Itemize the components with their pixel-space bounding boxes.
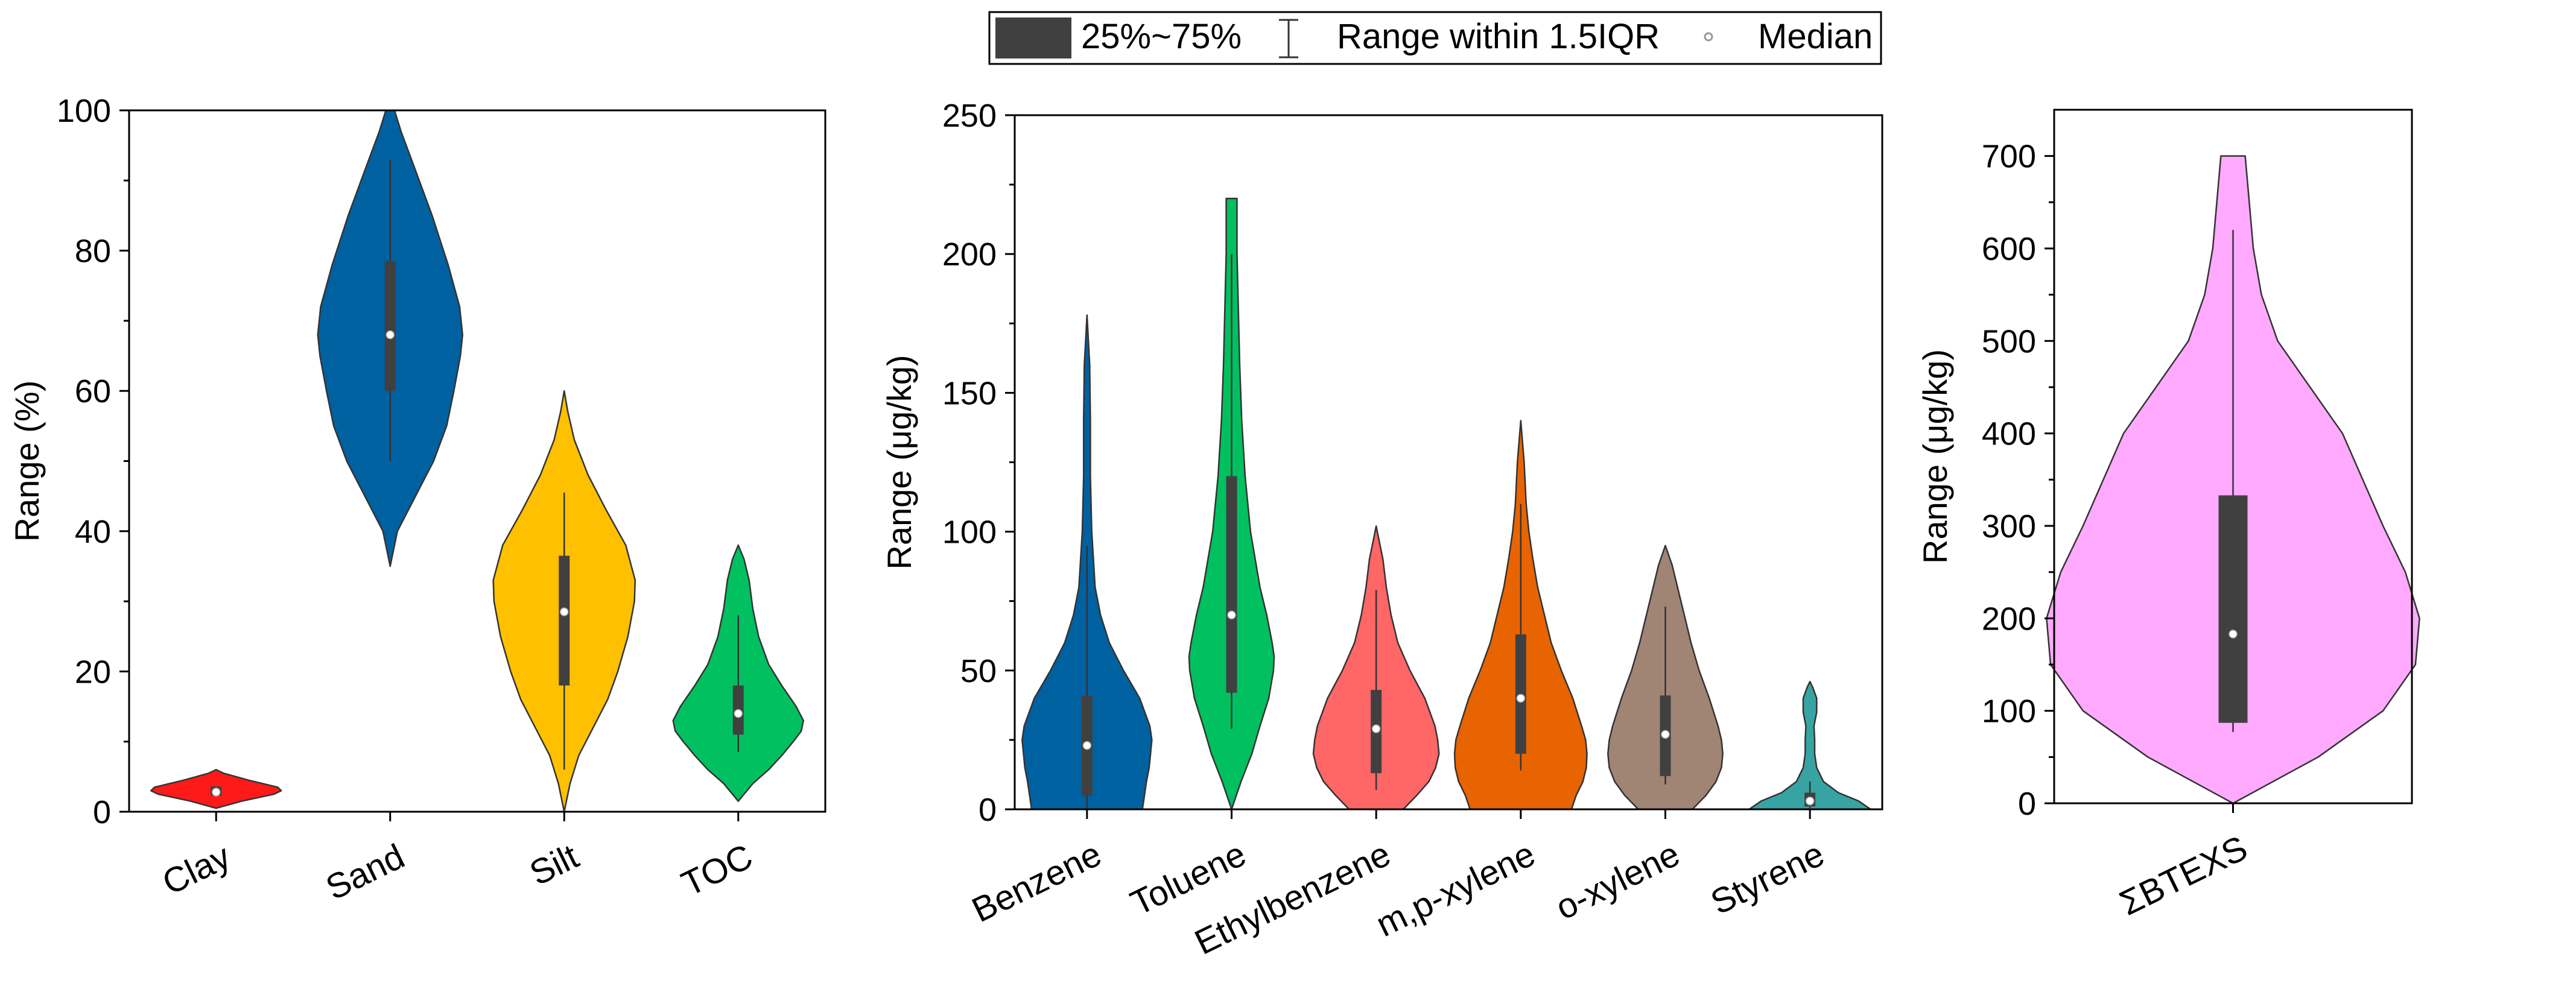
y-tick-label: 200 bbox=[942, 236, 997, 273]
violin-sand bbox=[317, 109, 463, 567]
iqr-box-sigma-btexs bbox=[2218, 495, 2248, 723]
median-marker-sand bbox=[385, 330, 395, 340]
y-tick-label: 400 bbox=[1982, 416, 2036, 452]
legend-range-label: Range within 1.5IQR bbox=[1337, 17, 1660, 56]
x-tick-label-styrene: Styrene bbox=[1705, 834, 1830, 922]
violin-body-styrene bbox=[1748, 680, 1872, 811]
y-tick-label: 20 bbox=[75, 654, 111, 690]
y-tick-label: 100 bbox=[1982, 694, 2036, 730]
legend-box-label: 25%~75% bbox=[1081, 17, 1242, 56]
legend-frame bbox=[988, 11, 1882, 65]
y-tick-label: 250 bbox=[942, 98, 997, 134]
iqr-box-toluene bbox=[1226, 476, 1237, 693]
violin-styrene bbox=[1748, 680, 1872, 811]
y-axis-label: Range (μg/kg) bbox=[1916, 349, 1954, 564]
violin-o-xylene bbox=[1607, 545, 1724, 811]
x-tick-label-sigma-btexs: ΣBTEXS bbox=[2114, 828, 2254, 923]
violin-m-p-xylene bbox=[1453, 420, 1588, 811]
y-tick-label: 100 bbox=[57, 93, 111, 129]
y-tick-label: 50 bbox=[960, 653, 997, 689]
x-tick-label-toc: TOC bbox=[676, 836, 759, 904]
y-tick-label: 600 bbox=[1982, 231, 2036, 267]
legend-median-marker bbox=[1704, 32, 1713, 42]
violin-toc bbox=[672, 544, 804, 802]
x-tick-label-o-xylene: o-xylene bbox=[1550, 834, 1686, 928]
y-tick-label: 100 bbox=[942, 514, 997, 551]
median-marker-toc bbox=[734, 709, 743, 718]
y-tick-label: 80 bbox=[75, 233, 111, 270]
y-tick-label: 0 bbox=[2018, 786, 2036, 822]
panel-3: 0 100 200 300 400 500 600 700 Range (μg/kg) ΣBTEX… bbox=[1916, 109, 2420, 923]
legend-box-swatch bbox=[995, 17, 1071, 58]
iqr-box-silt bbox=[559, 555, 570, 686]
y-tick-label: 150 bbox=[942, 375, 997, 411]
median-marker-sigma-btexs bbox=[2229, 630, 2238, 639]
legend-median-label: Median bbox=[1758, 17, 1873, 56]
x-tick-label-sand: Sand bbox=[320, 836, 410, 908]
y-tick-label: 40 bbox=[75, 514, 111, 550]
panel-1: 0 20 40 60 80 100 Range (%) Clay Sand Silt TOC bbox=[8, 93, 826, 908]
y-tick-label: 500 bbox=[1982, 323, 2036, 359]
violin-toluene bbox=[1188, 197, 1275, 811]
y-tick-label: 300 bbox=[1982, 508, 2036, 545]
violin-clay bbox=[150, 768, 282, 809]
y-tick-label: 60 bbox=[75, 373, 111, 409]
median-marker-o-xylene bbox=[1661, 730, 1670, 739]
median-marker-toluene bbox=[1227, 610, 1236, 619]
legend-whisker-icon bbox=[1279, 19, 1298, 58]
x-tick-label-m-p-xylene: m,p-xylene bbox=[1370, 834, 1541, 944]
violin-silt bbox=[492, 390, 636, 813]
violin-ethylbenzene bbox=[1312, 525, 1440, 811]
iqr-box-sand bbox=[384, 261, 396, 391]
median-marker-clay bbox=[212, 788, 221, 797]
y-tick-label: 200 bbox=[1982, 601, 2036, 637]
plot-frame bbox=[1014, 114, 1883, 811]
y-tick-label: 700 bbox=[1982, 139, 2036, 175]
violin-benzene bbox=[1021, 314, 1153, 811]
median-marker-styrene bbox=[1805, 796, 1815, 806]
x-tick-label-benzene: Benzene bbox=[966, 834, 1107, 930]
y-tick-label: 0 bbox=[93, 794, 111, 830]
median-marker-benzene bbox=[1082, 741, 1092, 750]
x-tick-label-silt: Silt bbox=[524, 836, 585, 893]
median-marker-m-p-xylene bbox=[1516, 694, 1526, 703]
y-axis-label: Range (μg/kg) bbox=[880, 355, 918, 570]
median-marker-ethylbenzene bbox=[1371, 724, 1381, 733]
legend: 25%~75% Range within 1.5IQR Median bbox=[988, 11, 1882, 65]
x-tick-label-clay: Clay bbox=[156, 836, 236, 902]
violin-sigma-btexs bbox=[2046, 155, 2420, 804]
y-tick-label: 0 bbox=[979, 792, 997, 828]
median-marker-silt bbox=[560, 607, 569, 616]
y-axis-label: Range (%) bbox=[8, 381, 46, 542]
